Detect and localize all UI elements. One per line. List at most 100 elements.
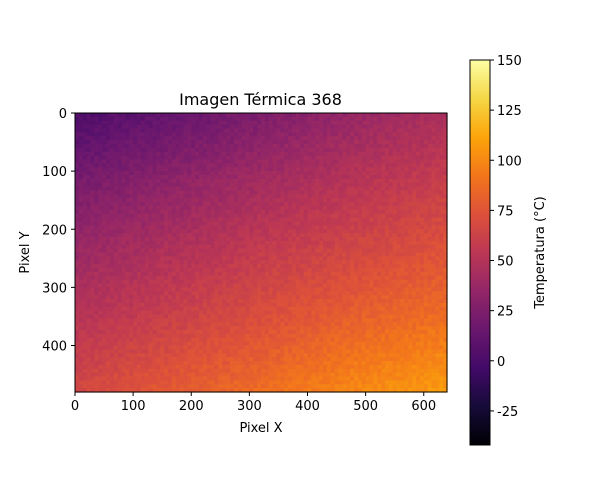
heatmap-cell [245, 147, 250, 153]
heatmap-cell [78, 206, 84, 211]
heatmap-cell [148, 124, 154, 130]
heatmap-cell [416, 291, 421, 296]
heatmap-cell [365, 260, 371, 265]
heatmap-cell [315, 268, 320, 273]
heatmap-cell [323, 233, 328, 238]
heatmap-cell [392, 136, 398, 141]
heatmap-cell [443, 244, 448, 250]
heatmap-cell [412, 147, 417, 153]
heatmap-cell [423, 140, 429, 145]
heatmap-cell [357, 159, 363, 164]
heatmap-cell [307, 233, 312, 238]
heatmap-cell [78, 275, 84, 281]
heatmap-cell [361, 225, 367, 230]
heatmap-cell [82, 175, 88, 180]
heatmap-cell [264, 268, 270, 273]
heatmap-cell [156, 147, 161, 153]
heatmap-cell [439, 299, 444, 304]
heatmap-cell [222, 120, 227, 126]
heatmap-cell [357, 271, 363, 277]
heatmap-cell [338, 310, 343, 316]
heatmap-cell [102, 209, 107, 215]
heatmap-cell [82, 221, 88, 226]
heatmap-cell [388, 229, 394, 234]
heatmap-cell [117, 275, 123, 281]
heatmap-cell [102, 124, 107, 130]
heatmap-cell [168, 268, 173, 273]
heatmap-cell [392, 268, 398, 273]
heatmap-cell [385, 252, 390, 257]
heatmap-cell [412, 275, 417, 281]
heatmap-cell [82, 268, 88, 273]
heatmap-cell [75, 299, 80, 304]
heatmap-cell [156, 163, 161, 168]
heatmap-cell [408, 291, 413, 296]
heatmap-cell [82, 299, 88, 304]
heatmap-cell [121, 287, 126, 292]
heatmap-cell [361, 240, 367, 246]
heatmap-cell [346, 291, 351, 296]
heatmap-cell [295, 268, 301, 273]
heatmap-cell [354, 116, 359, 122]
heatmap-cell [191, 295, 196, 300]
heatmap-cell [299, 287, 305, 292]
heatmap-cell [164, 202, 169, 207]
heatmap-cell [299, 175, 305, 180]
heatmap-cell [156, 275, 161, 281]
heatmap-cell [326, 275, 332, 281]
heatmap-cell [230, 190, 235, 195]
heatmap-cell [311, 306, 316, 312]
heatmap-cell [121, 237, 126, 242]
heatmap-cell [152, 147, 157, 153]
heatmap-cell [152, 167, 157, 172]
heatmap-cell [419, 283, 425, 288]
heatmap-cell [264, 302, 270, 308]
heatmap-cell [78, 209, 84, 215]
heatmap-cell [354, 163, 359, 168]
heatmap-cell [210, 159, 216, 164]
heatmap-cell [416, 136, 421, 141]
heatmap-cell [187, 151, 192, 157]
heatmap-cell [419, 252, 425, 257]
heatmap-cell [392, 221, 398, 226]
heatmap-cell [230, 248, 235, 254]
heatmap-cell [249, 256, 254, 261]
heatmap-cell [408, 252, 413, 257]
heatmap-cell [206, 291, 212, 296]
heatmap-cell [443, 113, 448, 118]
heatmap-cell [168, 229, 173, 234]
heatmap-cell [113, 167, 119, 172]
heatmap-cell [140, 194, 146, 199]
heatmap-cell [249, 275, 254, 281]
heatmap-cell [404, 237, 409, 242]
heatmap-cell [272, 128, 278, 133]
heatmap-cell [299, 295, 305, 300]
heatmap-cell [179, 256, 185, 261]
heatmap-cell [144, 310, 150, 316]
heatmap-cell [175, 260, 181, 265]
heatmap-cell [342, 140, 347, 145]
heatmap-cell [191, 237, 196, 242]
heatmap-cell [408, 128, 413, 133]
heatmap-cell [423, 244, 429, 250]
heatmap-cell [272, 244, 278, 250]
heatmap-cell [385, 279, 390, 285]
heatmap-cell [210, 136, 216, 141]
heatmap-cell [245, 302, 250, 308]
heatmap-cell [264, 209, 270, 215]
heatmap-cell [113, 237, 119, 242]
heatmap-cell [245, 306, 250, 312]
heatmap-cell [144, 252, 150, 257]
heatmap-cell [373, 306, 378, 312]
heatmap-cell [357, 237, 363, 242]
heatmap-cell [354, 128, 359, 133]
heatmap-cell [90, 291, 95, 296]
heatmap-cell [75, 264, 80, 269]
heatmap-cell [129, 151, 134, 157]
heatmap-cell [323, 147, 328, 153]
heatmap-cell [191, 244, 196, 250]
heatmap-cell [272, 194, 278, 199]
heatmap-cell [75, 237, 80, 242]
heatmap-cell [226, 209, 231, 215]
